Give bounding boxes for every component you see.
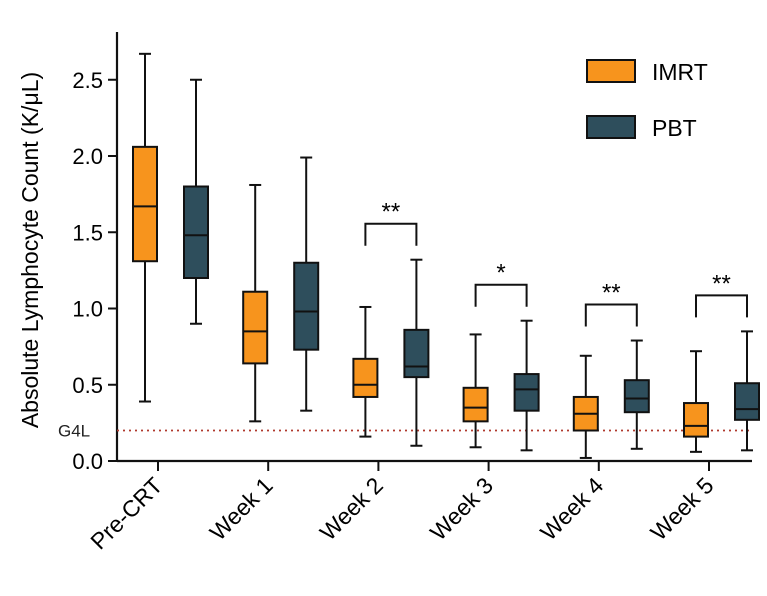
iqr-box: [293, 261, 320, 351]
legend-swatch: [586, 115, 636, 139]
iqr-box: [734, 382, 760, 421]
legend: IMRT PBT: [586, 59, 708, 141]
y-tick-label: 2.0: [72, 144, 103, 169]
y-tick-label: 2.5: [72, 68, 103, 93]
legend-swatch: [586, 59, 636, 83]
x-tick-label: Week 2: [315, 472, 388, 545]
x-axis: Pre-CRT Week 1 Week 2 Week 3 Week 4 Week 5: [85, 459, 752, 554]
y-tick-label: 0.5: [72, 373, 103, 398]
significance-label: **: [382, 199, 401, 226]
box-pbt-0: [183, 78, 209, 325]
x-tick-label: Pre-CRT: [85, 472, 167, 554]
box-pbt-5: [734, 330, 760, 452]
g4l-label: G4L: [58, 422, 90, 441]
box-imrt-2: [352, 305, 379, 438]
iqr-box: [513, 373, 540, 412]
x-tick-label: Week 1: [205, 472, 278, 545]
bracket-line: [474, 283, 528, 307]
x-tick-label: Week 3: [425, 472, 498, 545]
bracket-line: [584, 303, 638, 327]
significance-annotations: ***** **: [364, 199, 748, 327]
y-axis-label: Absolute Lymphocyte Count (K/μL): [17, 72, 43, 428]
g4l-reference-line: G4L: [58, 422, 752, 441]
x-tick-label: Week 4: [535, 472, 608, 545]
box-imrt-5: [683, 350, 709, 453]
significance-bracket: **: [695, 270, 748, 318]
significance-label: **: [712, 270, 731, 297]
significance-label: *: [496, 260, 505, 287]
significance-bracket: *: [474, 260, 528, 307]
y-tick-label: 1.0: [72, 297, 103, 322]
iqr-box: [242, 290, 269, 365]
iqr-box: [403, 328, 430, 379]
legend-label: PBT: [652, 115, 697, 141]
box-pbt-2: [403, 258, 430, 447]
iqr-box: [683, 402, 709, 438]
legend-label: IMRT: [652, 59, 708, 85]
significance-bracket: **: [364, 199, 418, 246]
y-axis: 0.0 0.5 1.0 1.5 2.0 2.5: [72, 32, 119, 474]
x-tick-label: Week 5: [645, 472, 718, 545]
box-imrt-1: [242, 183, 269, 423]
box-pbt-4: [623, 339, 650, 450]
significance-bracket: **: [584, 280, 638, 327]
significance-label: **: [602, 280, 621, 307]
box-series: [132, 52, 760, 459]
y-tick-label: 1.5: [72, 220, 103, 245]
y-tick-label: 0.0: [72, 449, 103, 474]
legend-item-pbt: PBT: [586, 115, 697, 141]
box-imrt-0: [132, 52, 158, 403]
box-pbt-1: [293, 156, 320, 412]
iqr-box: [183, 185, 209, 279]
bracket-line: [695, 294, 748, 318]
bracket-line: [364, 222, 418, 246]
box-imrt-4: [572, 354, 599, 459]
iqr-box: [352, 357, 379, 398]
legend-item-imrt: IMRT: [586, 59, 708, 85]
iqr-box: [623, 379, 650, 414]
iqr-box: [132, 145, 158, 263]
iqr-box: [462, 386, 489, 423]
box-pbt-3: [513, 319, 540, 452]
box-imrt-3: [462, 333, 489, 449]
